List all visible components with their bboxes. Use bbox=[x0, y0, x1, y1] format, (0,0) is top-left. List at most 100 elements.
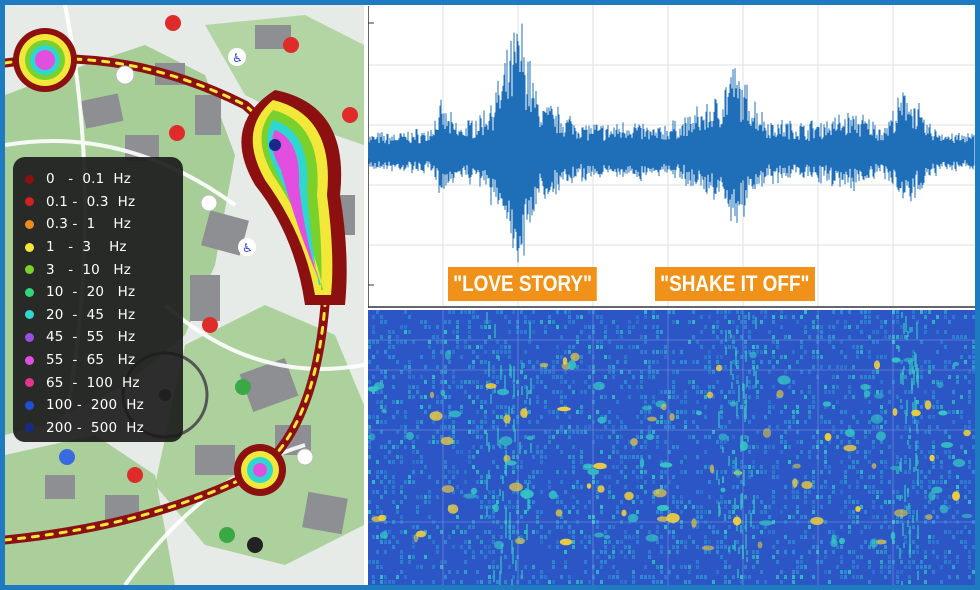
spectrogram-peak bbox=[735, 468, 741, 478]
spectrogram-peak bbox=[653, 488, 667, 498]
frequency-legend: 0 - 0.1 Hz 0.1 - 0.3 Hz 0.3 - 1 Hz 1 - 3 Hz… bbox=[13, 157, 183, 442]
hotspot-3 bbox=[234, 444, 286, 496]
svg-text:♿: ♿ bbox=[242, 241, 253, 255]
legend-item: 65 - 100 Hz bbox=[25, 371, 183, 394]
spectrogram-peak bbox=[557, 406, 571, 412]
legend-swatch bbox=[25, 242, 34, 252]
legend-label: 200 - 500 Hz bbox=[46, 419, 144, 436]
spectrogram-peak bbox=[555, 509, 563, 517]
spectrogram-peak bbox=[903, 357, 915, 363]
spectrogram-peak bbox=[939, 504, 949, 514]
legend-label: 100 - 200 Hz bbox=[46, 397, 144, 414]
spectrogram-peak bbox=[749, 351, 757, 359]
spectrogram-peak bbox=[732, 516, 742, 526]
spectrogram-peak bbox=[824, 433, 832, 441]
legend-label: 0 - 0.1 Hz bbox=[46, 171, 132, 188]
spectrogram-peak bbox=[406, 431, 414, 441]
spectrogram-peak bbox=[696, 410, 702, 416]
spectrogram-peak bbox=[659, 462, 673, 468]
spectrogram-peak bbox=[718, 433, 728, 441]
spectrogram-peak bbox=[380, 531, 388, 539]
song-label-shake-it-off: "SHAKE IT OFF" bbox=[655, 267, 815, 301]
spectrogram-peak bbox=[871, 463, 877, 469]
spectrogram-peak bbox=[520, 489, 534, 499]
spectrogram-peak bbox=[499, 436, 513, 446]
spectrogram-peak bbox=[810, 517, 824, 525]
spectrogram-peak bbox=[494, 540, 504, 550]
spectrogram-peak bbox=[941, 442, 953, 448]
legend-swatch bbox=[25, 355, 34, 365]
spectrogram-peak bbox=[892, 408, 898, 416]
spectrogram-peak bbox=[593, 462, 607, 470]
spectrogram-peak bbox=[656, 516, 670, 522]
spectrogram-peak bbox=[729, 401, 737, 407]
hotspot-2 bbox=[241, 90, 347, 305]
spectrogram-peak bbox=[875, 539, 887, 545]
spectrogram-peak bbox=[757, 541, 763, 549]
spectrogram-peak bbox=[891, 357, 901, 363]
spectrogram-peak bbox=[792, 478, 798, 488]
spectrogram-peak bbox=[440, 436, 454, 446]
spectrogram-peak bbox=[630, 438, 638, 446]
legend-item: 1 - 3 Hz bbox=[25, 236, 183, 259]
spectrogram-peak bbox=[928, 491, 936, 501]
spectrogram-peak bbox=[701, 545, 715, 551]
spectrogram-peak bbox=[448, 410, 462, 418]
spectrogram-peak bbox=[874, 393, 884, 399]
spectrogram-peak bbox=[509, 482, 523, 492]
legend-label: 45 - 55 Hz bbox=[46, 329, 136, 346]
spectrogram-peak bbox=[860, 383, 870, 391]
spectrogram-peak bbox=[952, 458, 966, 468]
waveform-plot bbox=[367, 5, 975, 308]
spectrogram-peak bbox=[869, 538, 879, 548]
spectrogram-peak bbox=[627, 513, 639, 523]
legend-swatch bbox=[25, 378, 34, 388]
legend-item: 200 - 500 Hz bbox=[25, 417, 183, 440]
spectrogram-peak bbox=[873, 360, 881, 370]
spectrogram-peak bbox=[938, 410, 948, 416]
spectrogram-peak bbox=[429, 391, 435, 399]
legend-swatch bbox=[25, 219, 34, 229]
legend-label: 10 - 20 Hz bbox=[46, 284, 136, 301]
spectrogram-peak bbox=[641, 405, 653, 411]
spectrogram-peak bbox=[597, 416, 607, 424]
song-label-love-story: "LOVE STORY" bbox=[448, 267, 598, 301]
spectrogram-peak bbox=[876, 431, 886, 441]
panel-divider bbox=[364, 5, 368, 585]
legend-label: 1 - 3 Hz bbox=[46, 239, 127, 256]
spectrogram-peak bbox=[485, 383, 497, 389]
legend-item: 100 - 200 Hz bbox=[25, 394, 183, 417]
spectrogram-peak bbox=[647, 416, 657, 422]
legend-swatch bbox=[25, 265, 34, 275]
spectrogram-peak bbox=[621, 509, 627, 517]
spectrogram-peak bbox=[567, 360, 577, 370]
spectrogram-peak bbox=[505, 460, 517, 466]
spectrogram-peak bbox=[586, 483, 592, 489]
spectrogram-peak bbox=[624, 491, 634, 501]
svg-text:♿: ♿ bbox=[232, 51, 243, 65]
spectrogram-peak bbox=[845, 428, 855, 438]
spectrogram-peak bbox=[870, 414, 884, 424]
spectrogram-peak bbox=[645, 534, 659, 542]
spectrogram-peak bbox=[924, 400, 932, 410]
legend-item: 3 - 10 Hz bbox=[25, 258, 183, 281]
spectrogram-peak bbox=[381, 408, 387, 414]
legend-item: 0.3 - 1 Hz bbox=[25, 213, 183, 236]
spectrogram-peak bbox=[503, 414, 511, 424]
spectrogram-peak bbox=[894, 509, 908, 517]
legend-label: 0.3 - 1 Hz bbox=[46, 216, 132, 233]
spectrogram-peak bbox=[843, 444, 857, 452]
spectrogram-peak bbox=[463, 493, 477, 499]
spectrogram-peak bbox=[559, 538, 573, 546]
legend-swatch bbox=[25, 400, 34, 410]
legend-swatch bbox=[25, 423, 34, 433]
spectrogram-peak bbox=[936, 382, 944, 388]
spectrogram-peak bbox=[776, 389, 784, 399]
legend-item: 45 - 55 Hz bbox=[25, 326, 183, 349]
legend-swatch bbox=[25, 332, 34, 342]
legend-label: 65 - 100 Hz bbox=[46, 374, 140, 391]
spectrogram-peak bbox=[496, 388, 510, 396]
spectrogram-peak bbox=[526, 435, 534, 441]
spectrogram-peak bbox=[415, 530, 427, 538]
spectrogram-peak bbox=[593, 381, 605, 391]
